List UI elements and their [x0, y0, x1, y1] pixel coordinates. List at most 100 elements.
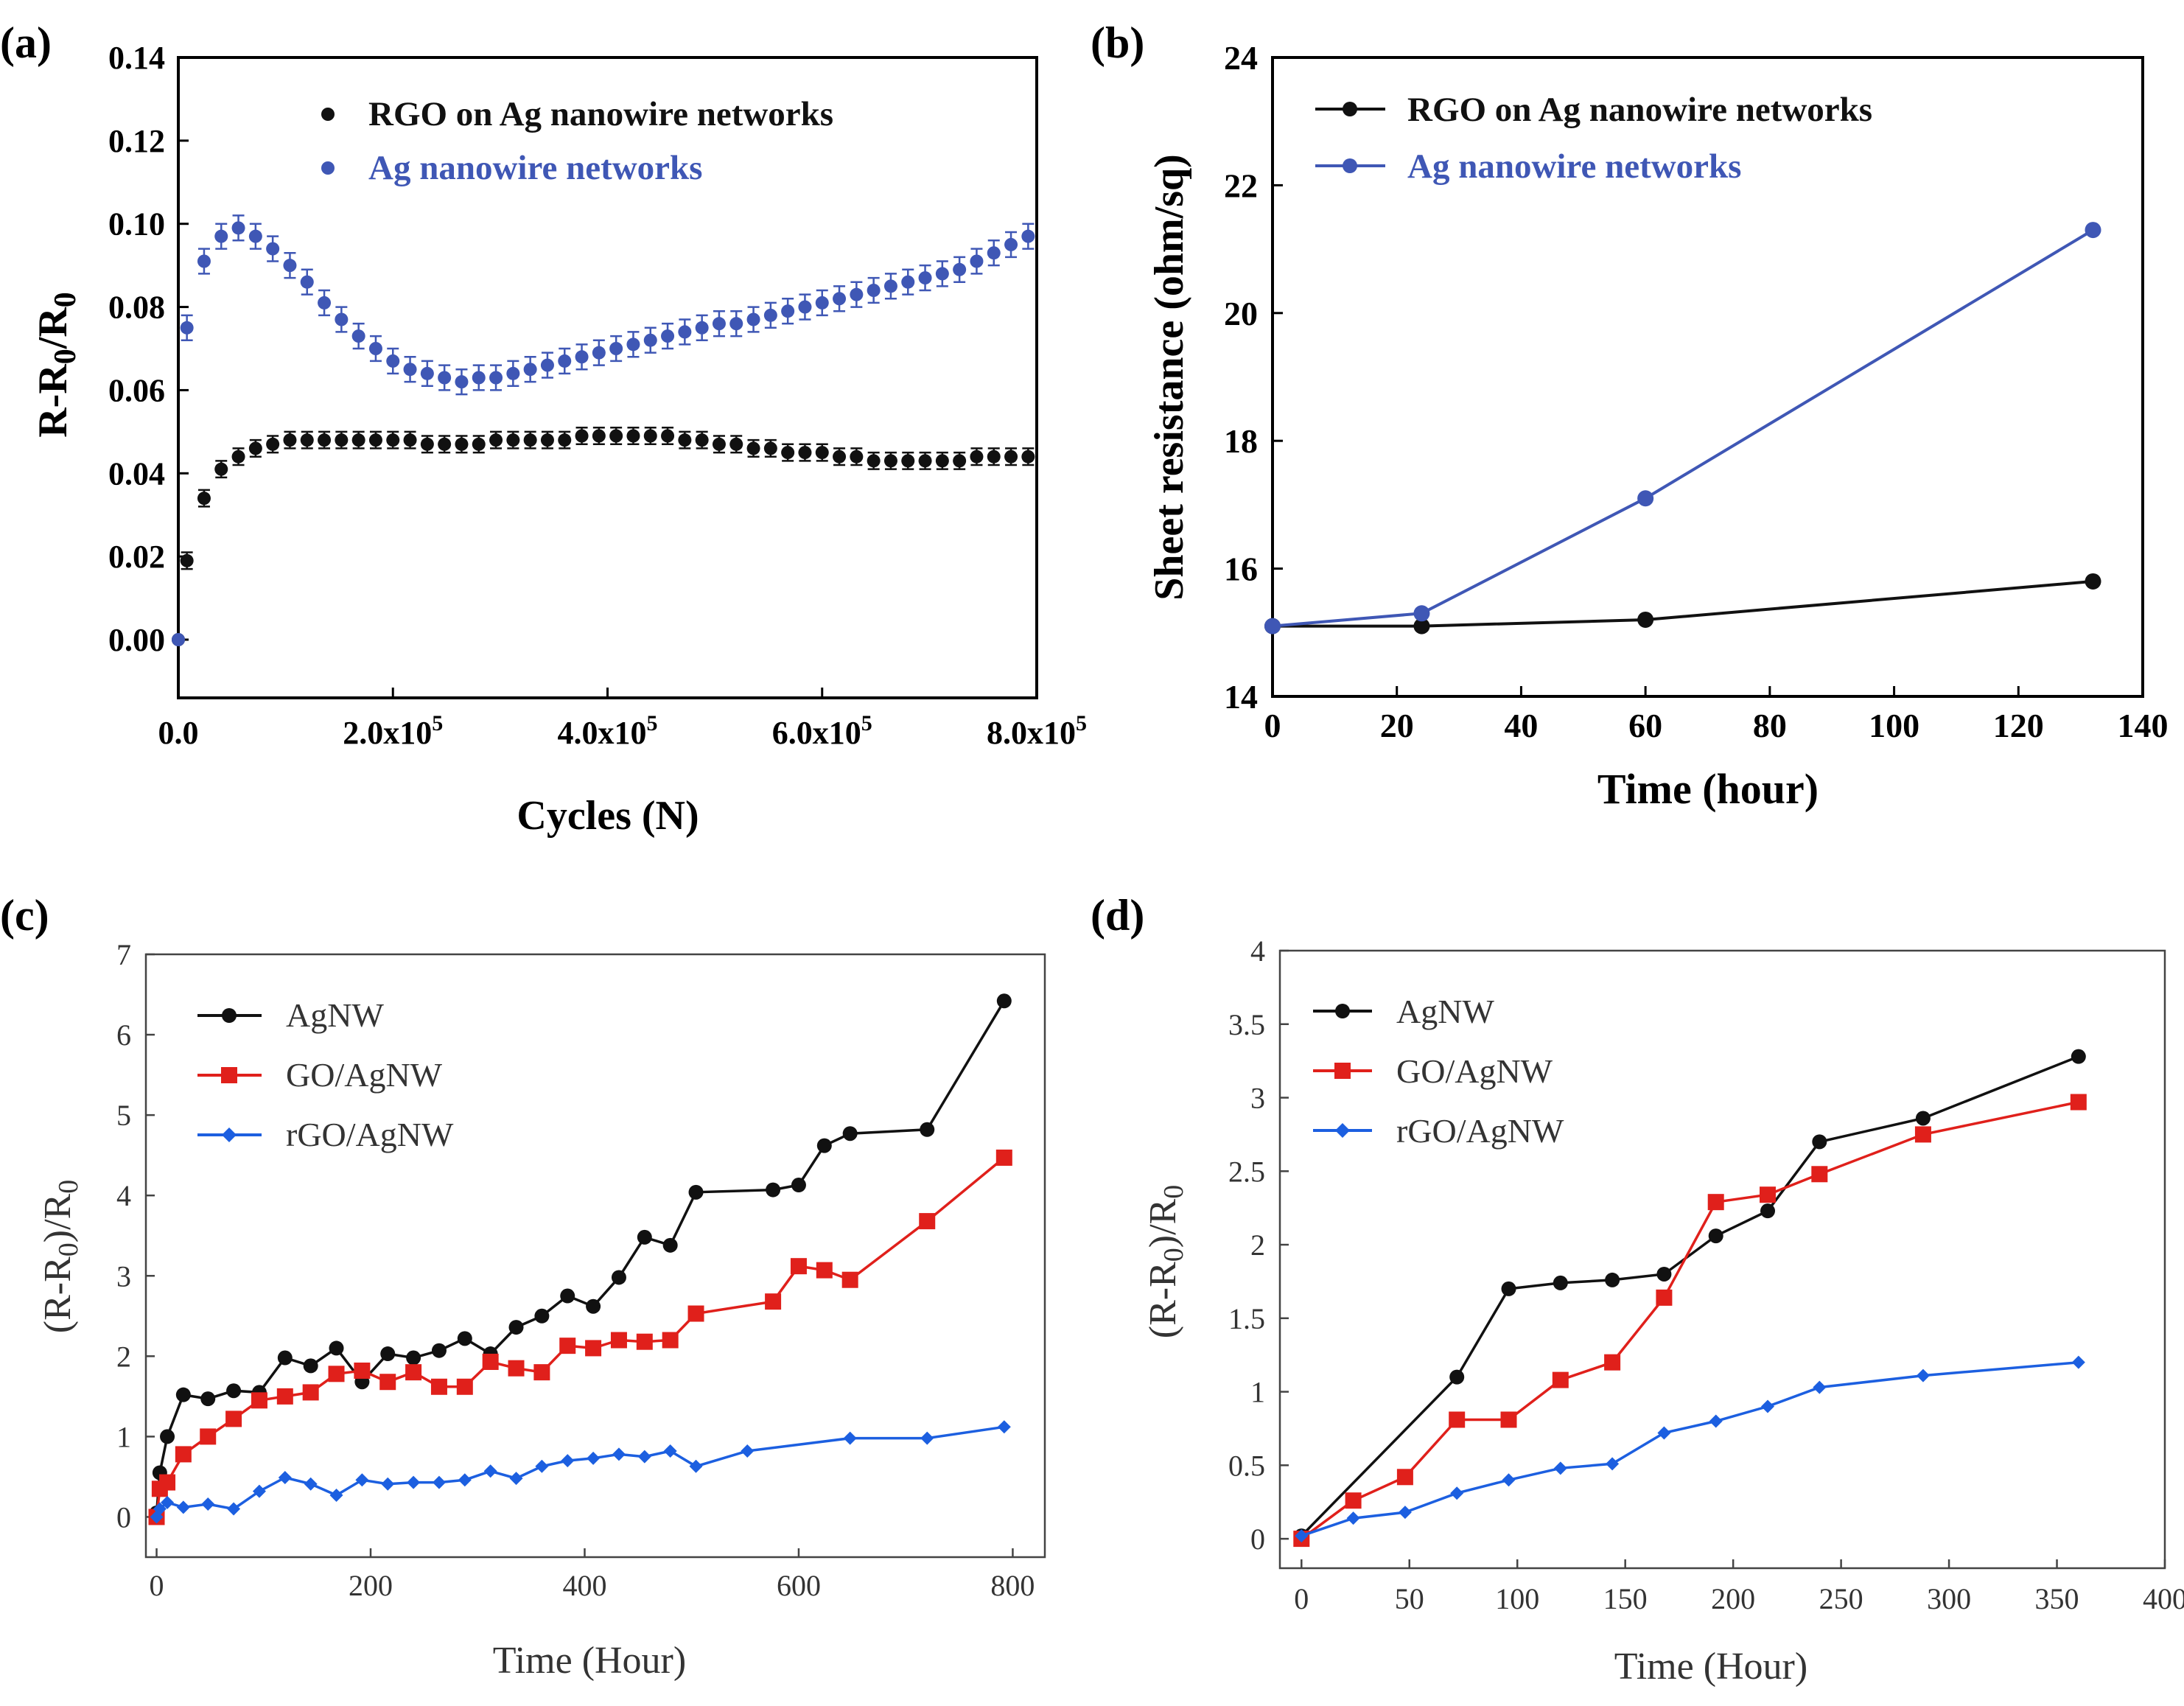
- point-a-1-16: [438, 371, 452, 385]
- point-c-2-26: [920, 1431, 934, 1445]
- legend-marker-d-2: [1335, 1123, 1350, 1138]
- x-tick-label-d-6: 300: [1927, 1582, 1971, 1615]
- x-tick-label-c-4: 800: [990, 1569, 1035, 1602]
- point-a-0-48: [987, 450, 1001, 464]
- point-d-0-5: [1656, 1266, 1672, 1282]
- point-c-1-9: [328, 1366, 345, 1382]
- y-tick-label-d-8: 4: [1250, 934, 1265, 968]
- point-d-2-10: [1813, 1380, 1827, 1394]
- legend-d: AgNW GO/AgNW rGO/AgNW: [1313, 993, 1564, 1150]
- y-tick-label-c-1: 1: [116, 1420, 131, 1453]
- series-line-b-1: [1272, 228, 2094, 628]
- point-c-2-1: [153, 1502, 167, 1516]
- y-tick-label-a-3: 0.06: [108, 372, 165, 408]
- point-a-0-18: [472, 437, 486, 451]
- point-a-0-49: [1004, 450, 1018, 464]
- point-a-1-29: [661, 329, 675, 343]
- y-tick-label-c-4: 4: [116, 1179, 131, 1212]
- point-c-2-23: [689, 1459, 703, 1473]
- point-c-2-4: [201, 1497, 215, 1511]
- point-a-1-3: [214, 229, 228, 243]
- x-tick-label-b-1: 20: [1380, 707, 1414, 744]
- point-c-0-28: [920, 1122, 935, 1137]
- point-c-2-17: [535, 1459, 549, 1473]
- point-c-1-16: [508, 1360, 525, 1377]
- point-a-1-46: [953, 262, 967, 276]
- point-c-2-7: [278, 1471, 292, 1485]
- legend-label-b-0: RGO on Ag nanowire networks: [1407, 91, 1872, 129]
- plot-frame-b: [1271, 56, 2144, 698]
- point-a-1-5: [248, 229, 262, 243]
- point-b-1-0: [1264, 618, 1281, 634]
- y-tick-label-a-6: 0.12: [108, 123, 165, 159]
- point-c-0-17: [534, 1308, 550, 1324]
- point-a-0-2: [197, 492, 211, 506]
- point-d-1-12: [2070, 1094, 2087, 1111]
- point-d-0-4: [1605, 1272, 1620, 1287]
- y-tick-label-b-0: 14: [1224, 678, 1258, 716]
- legend-label-c-2: rGO/AgNW: [286, 1116, 454, 1153]
- point-a-1-42: [883, 279, 897, 293]
- series-line-d-1: [1301, 1100, 2079, 1540]
- y-tick-label-b-4: 22: [1224, 167, 1258, 204]
- point-d-2-5: [1553, 1461, 1567, 1475]
- point-d-1-3: [1449, 1411, 1466, 1428]
- point-c-2-22: [663, 1444, 677, 1458]
- point-c-1-29: [995, 1149, 1012, 1166]
- point-a-1-21: [523, 363, 537, 377]
- point-a-1-47: [970, 254, 984, 268]
- x-tick-label-a-4: 8.0x105: [987, 711, 1087, 751]
- point-c-1-11: [379, 1374, 396, 1391]
- point-d-0-2: [1501, 1281, 1516, 1296]
- x-axis-label-a: Cycles (N): [517, 793, 699, 839]
- point-a-1-35: [763, 308, 777, 322]
- point-c-0-3: [175, 1387, 191, 1402]
- point-d-0-3: [1553, 1275, 1568, 1290]
- point-c-1-12: [405, 1364, 422, 1381]
- point-a-0-22: [540, 433, 554, 447]
- legend-marker-b-1: [1343, 158, 1357, 173]
- point-c-1-21: [636, 1333, 653, 1350]
- panel-label-d: (d): [1091, 891, 1144, 940]
- point-a-0-12: [368, 433, 382, 447]
- point-c-2-16: [509, 1472, 523, 1486]
- panel-label-c: (c): [0, 891, 49, 940]
- point-c-0-24: [766, 1182, 781, 1198]
- y-tick-label-b-1: 16: [1224, 550, 1258, 588]
- point-d-2-9: [1761, 1399, 1775, 1413]
- point-c-1-22: [662, 1332, 679, 1349]
- point-c-0-7: [277, 1350, 293, 1366]
- point-a-0-45: [935, 454, 949, 468]
- point-c-2-27: [997, 1420, 1011, 1434]
- legend-c: AgNW GO/AgNW rGO/AgNW: [197, 996, 454, 1153]
- point-a-1-48: [987, 246, 1001, 260]
- x-tick-label-c-2: 400: [562, 1569, 606, 1602]
- point-d-2-4: [1502, 1473, 1516, 1487]
- legend-label-d-0: AgNW: [1396, 993, 1494, 1030]
- point-a-0-24: [575, 429, 589, 443]
- point-c-1-10: [354, 1362, 371, 1379]
- point-d-1-10: [1811, 1166, 1828, 1183]
- point-a-1-32: [712, 317, 726, 331]
- point-a-1-0: [172, 633, 185, 646]
- panel-d: 0 50 100 150 200 250 300 350 400 0 0.5 1 1.5 2 2.5 3 3.5…: [1142, 934, 2184, 1688]
- point-a-0-37: [798, 446, 812, 460]
- x-tick-label-b-7: 140: [2118, 707, 2169, 744]
- point-a-0-30: [678, 433, 692, 447]
- point-a-1-22: [540, 358, 554, 372]
- point-d-2-0: [1295, 1529, 1309, 1543]
- legend-marker-c-1: [221, 1067, 237, 1083]
- point-a-0-40: [850, 450, 864, 464]
- point-a-0-35: [763, 441, 777, 455]
- x-axis-label-d: Time (Hour): [1614, 1646, 1807, 1688]
- axis-ticks-d: 0 50 100 150 200 250 300 350 400 0 0.5 1 1.5 2 2.5 3 3.5…: [1228, 934, 2184, 1615]
- point-a-1-36: [781, 304, 795, 318]
- plot-area-a: [172, 214, 1035, 646]
- axis-ticks-a: 0.0 2.0x105 4.0x105 6.0x105 8.0x105 0.00 0.02 0…: [108, 40, 1087, 751]
- point-d-1-2: [1396, 1469, 1413, 1486]
- point-c-1-26: [816, 1262, 833, 1279]
- point-d-2-8: [1709, 1414, 1723, 1428]
- point-c-1-5: [225, 1410, 242, 1427]
- point-a-0-20: [506, 433, 520, 447]
- point-a-0-3: [214, 462, 228, 476]
